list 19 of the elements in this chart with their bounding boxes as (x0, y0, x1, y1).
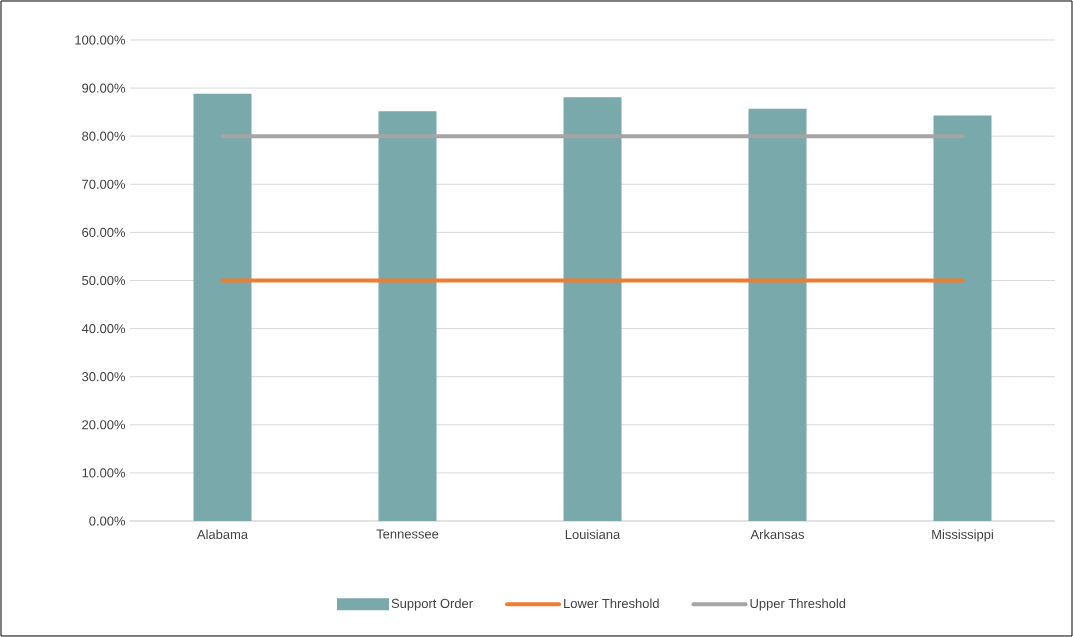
y-tick-label: 40.00% (81, 324, 126, 334)
y-tick-label: 50.00% (82, 275, 126, 286)
x-tick-label: Arkansas (750, 529, 805, 540)
legend-label: Support Order (391, 598, 473, 611)
y-tick-label: 60.00% (82, 227, 126, 237)
legend-label: Lower Threshold (564, 598, 659, 609)
y-tick-label: 70.00% (82, 179, 126, 189)
y-tick-label: 90.00% (82, 83, 126, 93)
x-tick-label: Mississippi (932, 529, 993, 542)
y-tick-label: 30.00% (82, 372, 126, 382)
x-tick-label: Tennessee (376, 529, 439, 539)
y-tick-label: 100.00% (75, 35, 126, 45)
legend-label: Upper Threshold (750, 598, 846, 611)
y-tick-label: 0.00% (89, 516, 126, 526)
x-tick-label: Alabama (196, 529, 249, 540)
y-tick-label: 20.00% (82, 420, 126, 430)
y-tick-label: 80.00% (82, 131, 126, 141)
y-tick-label: 10.00% (82, 468, 126, 478)
x-tick-label: Louisiana (565, 529, 621, 540)
